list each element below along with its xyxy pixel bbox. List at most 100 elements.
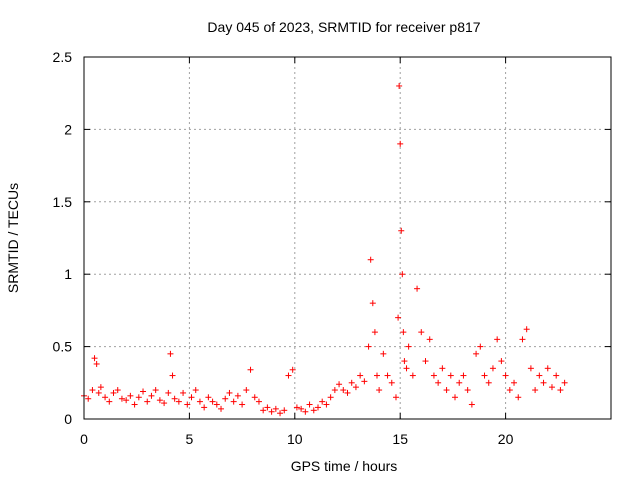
data-point <box>310 407 317 414</box>
y-tick-label: 1.5 <box>53 194 73 210</box>
data-point <box>175 398 182 405</box>
data-point <box>376 387 383 394</box>
data-point <box>527 365 534 372</box>
data-point <box>422 358 429 365</box>
data-point <box>114 387 121 394</box>
grid-lines <box>84 57 611 419</box>
data-point <box>251 394 258 401</box>
data-point <box>314 404 321 411</box>
data-point <box>369 300 376 307</box>
data-point <box>260 407 267 414</box>
data-point <box>95 389 102 396</box>
data-point <box>289 366 296 373</box>
data-point <box>439 365 446 372</box>
data-point <box>352 384 359 391</box>
y-axis-label: SRMTID / TECUs <box>5 183 21 293</box>
data-point <box>97 384 104 391</box>
data-point <box>213 401 220 408</box>
data-point <box>430 372 437 379</box>
data-point <box>374 372 381 379</box>
data-point <box>302 408 309 415</box>
data-point <box>131 401 138 408</box>
data-point <box>209 398 216 405</box>
data-point <box>89 387 96 394</box>
data-point <box>532 387 539 394</box>
data-point <box>477 343 484 350</box>
data-point <box>156 397 163 404</box>
y-tick-label: 1 <box>64 266 72 282</box>
data-point <box>400 329 407 336</box>
x-tick-label: 20 <box>498 431 514 447</box>
data-point <box>414 285 421 292</box>
data-point <box>161 400 168 407</box>
data-point <box>473 350 480 357</box>
data-point <box>285 372 292 379</box>
data-point <box>388 379 395 386</box>
data-point <box>91 355 98 362</box>
data-point <box>553 372 560 379</box>
data-point <box>456 379 463 386</box>
data-point <box>93 360 100 367</box>
data-point <box>243 387 250 394</box>
data-point <box>165 389 172 396</box>
data-point <box>519 336 526 343</box>
data-point <box>230 398 237 405</box>
data-point <box>460 372 467 379</box>
data-point <box>435 379 442 386</box>
data-point <box>536 372 543 379</box>
data-point <box>140 388 147 395</box>
data-point <box>319 398 326 405</box>
data-point <box>323 401 330 408</box>
data-point <box>344 389 351 396</box>
data-point <box>544 365 551 372</box>
data-point <box>361 378 368 385</box>
data-point <box>468 401 475 408</box>
data-point <box>523 326 530 333</box>
data-point <box>247 366 254 373</box>
data-point <box>485 379 492 386</box>
data-point <box>452 394 459 401</box>
data-point <box>148 392 155 399</box>
y-tick-label: 2.5 <box>53 49 73 65</box>
data-point <box>443 387 450 394</box>
data-point <box>234 392 241 399</box>
x-axis-label: GPS time / hours <box>291 458 398 474</box>
data-point <box>123 397 130 404</box>
data-point <box>418 329 425 336</box>
data-point <box>135 394 142 401</box>
data-point <box>380 350 387 357</box>
data-point <box>226 389 233 396</box>
data-point <box>511 379 518 386</box>
data-point <box>218 405 225 412</box>
data-point <box>384 372 391 379</box>
data-point <box>489 365 496 372</box>
data-point <box>205 394 212 401</box>
data-point <box>515 394 522 401</box>
data-point <box>506 387 513 394</box>
data-points <box>81 82 568 417</box>
x-tick-label: 15 <box>392 431 408 447</box>
data-point <box>127 392 134 399</box>
data-point <box>196 398 203 405</box>
data-point <box>106 398 113 405</box>
x-tick-label: 0 <box>80 431 88 447</box>
data-point <box>110 389 117 396</box>
data-point <box>357 372 364 379</box>
data-point <box>152 387 159 394</box>
data-point <box>169 372 176 379</box>
data-point <box>264 404 271 411</box>
x-tick-label: 10 <box>287 431 303 447</box>
data-point <box>403 365 410 372</box>
data-point <box>118 395 125 402</box>
data-point <box>409 372 416 379</box>
data-point <box>180 389 187 396</box>
data-point <box>85 395 92 402</box>
y-tick-label: 0.5 <box>53 339 73 355</box>
data-point <box>336 381 343 388</box>
data-point <box>548 384 555 391</box>
data-point <box>277 410 284 417</box>
data-point <box>281 407 288 414</box>
axis-ticks: 0 5 10 15 20 0 0.5 1 1.5 2 2.5 <box>53 49 611 447</box>
